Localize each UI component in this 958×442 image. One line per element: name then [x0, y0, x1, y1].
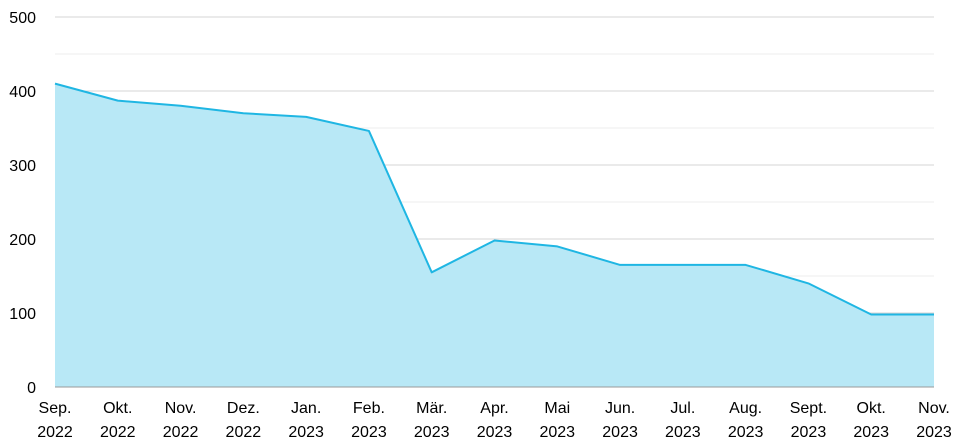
x-tick-label: Jul. 2023: [665, 400, 701, 441]
y-tick-label: 400: [9, 84, 36, 101]
area-layer: [54, 82, 934, 387]
x-tick-label: Apr. 2023: [477, 400, 513, 441]
x-tick-label: Aug. 2023: [728, 400, 764, 441]
x-tick-label: Nov. 2022: [163, 400, 199, 441]
label-layer: 0 100 200 300 400 500 Sep. 2022 Okt. 2022 Nov. 2022…: [9, 10, 952, 441]
x-tick-label: Feb. 2023: [351, 400, 387, 441]
x-tick-label: Sep. 2022: [37, 400, 73, 441]
x-tick-label: Jan. 2023: [288, 400, 324, 441]
y-tick-label: 100: [9, 306, 36, 323]
series-line: [54, 82, 934, 316]
x-tick-label: Dez. 2022: [226, 400, 262, 441]
y-tick-label: 500: [9, 10, 36, 27]
y-tick-label: 0: [27, 380, 36, 397]
x-tick-label: Mär. 2023: [414, 400, 450, 441]
x-tick-label: Mai 2023: [539, 400, 575, 441]
x-tick-label: Jun. 2023: [602, 400, 638, 441]
y-tick-label: 300: [9, 158, 36, 175]
x-tick-label: Okt. 2022: [100, 400, 136, 441]
x-tick-label: Okt. 2023: [853, 400, 889, 441]
y-tick-label: 200: [9, 232, 36, 249]
x-tick-label: Nov. 2023: [916, 400, 952, 441]
x-tick-label: Sept. 2023: [790, 400, 827, 441]
series-area: [55, 83, 934, 387]
